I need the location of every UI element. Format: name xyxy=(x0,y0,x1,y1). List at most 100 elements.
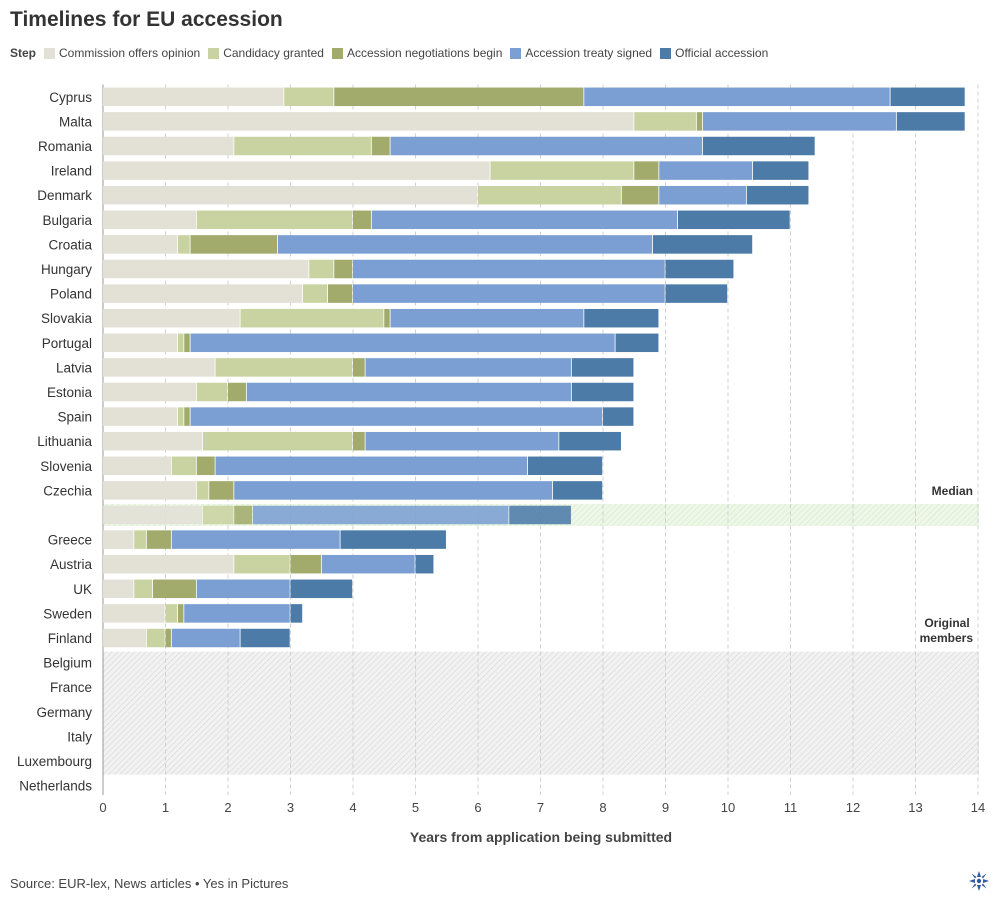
bar-cyprus-candidacy-granted xyxy=(284,87,334,107)
category-label-luxembourg: Luxembourg xyxy=(17,754,92,769)
category-label-latvia: Latvia xyxy=(56,360,93,375)
chart-title: Timelines for EU accession xyxy=(10,8,283,31)
bar-estonia-accession-treaty-signed xyxy=(246,382,571,402)
legend: Step Commission offers opinion Candidacy… xyxy=(10,46,776,60)
bar-estonia-commission-offers-opinion xyxy=(103,382,196,402)
x-tick-label: 6 xyxy=(474,800,481,815)
category-label-austria: Austria xyxy=(50,557,93,572)
bar-uk-commission-offers-opinion xyxy=(103,579,134,599)
x-tick-label: 8 xyxy=(599,800,606,815)
bar-croatia-commission-offers-opinion xyxy=(103,235,178,254)
bar-denmark-candidacy-granted xyxy=(478,185,621,205)
category-label-croatia: Croatia xyxy=(48,237,92,252)
bar-median-accession-negotiations-begin xyxy=(234,505,253,525)
bar-finland-commission-offers-opinion xyxy=(103,628,146,648)
bar-lithuania-official-accession xyxy=(559,431,621,451)
bar-chart: Cyprus Malta Romania Ireland Denmark Bulgaria… xyxy=(17,84,985,845)
legend-label: Candidacy granted xyxy=(223,46,324,60)
bar-cyprus-accession-negotiations-begin xyxy=(334,87,584,107)
bar-bulgaria-candidacy-granted xyxy=(196,210,353,230)
bar-hungary-official-accession xyxy=(665,259,734,279)
x-tick-label: 14 xyxy=(971,800,985,815)
bar-latvia-accession-negotiations-begin xyxy=(353,358,365,377)
legend-swatch xyxy=(208,47,220,59)
x-tick-label: 0 xyxy=(99,800,106,815)
bar-finland-accession-treaty-signed xyxy=(171,628,240,648)
bar-spain-official-accession xyxy=(603,407,634,426)
bar-poland-accession-negotiations-begin xyxy=(328,284,353,303)
legend-item-candidacy-granted: Candidacy granted xyxy=(208,46,324,60)
legend-label: Official accession xyxy=(675,46,769,60)
category-label-malta: Malta xyxy=(59,114,93,129)
bar-austria-accession-negotiations-begin xyxy=(290,554,321,574)
x-tick-label: 4 xyxy=(349,800,356,815)
bar-latvia-accession-treaty-signed xyxy=(365,358,571,377)
legend-item-commission-opinion: Commission offers opinion xyxy=(44,46,200,60)
bar-portugal-candidacy-granted xyxy=(178,333,184,353)
bar-slovenia-official-accession xyxy=(528,456,603,476)
x-tick-label: 12 xyxy=(846,800,860,815)
bar-poland-official-accession xyxy=(665,284,728,303)
category-label-lithuania: Lithuania xyxy=(37,434,92,449)
category-label-romania: Romania xyxy=(38,139,93,154)
bar-malta-official-accession xyxy=(896,112,965,131)
category-label-czechia: Czechia xyxy=(43,483,92,498)
category-label-estonia: Estonia xyxy=(47,385,93,400)
bar-finland-official-accession xyxy=(240,628,290,648)
bar-ireland-commission-offers-opinion xyxy=(103,161,490,180)
bar-lithuania-accession-treaty-signed xyxy=(365,431,559,451)
bar-poland-commission-offers-opinion xyxy=(103,284,303,303)
bar-malta-accession-treaty-signed xyxy=(703,112,896,131)
bar-croatia-accession-negotiations-begin xyxy=(190,235,278,254)
original-members-line-1: Original xyxy=(924,616,969,630)
bar-croatia-official-accession xyxy=(653,235,753,254)
bar-sweden-accession-treaty-signed xyxy=(184,604,290,623)
bar-malta-candidacy-granted xyxy=(634,112,696,131)
bar-median-official-accession xyxy=(509,505,571,525)
bar-greece-accession-negotiations-begin xyxy=(146,530,171,549)
bar-slovenia-accession-treaty-signed xyxy=(215,456,528,476)
bar-finland-accession-negotiations-begin xyxy=(165,628,171,648)
bar-denmark-accession-treaty-signed xyxy=(659,185,746,205)
x-tick-label: 11 xyxy=(784,800,798,815)
category-label-slovenia: Slovenia xyxy=(40,459,92,474)
legend-title: Step xyxy=(10,46,37,60)
bar-croatia-accession-treaty-signed xyxy=(278,235,653,254)
category-label-netherlands: Netherlands xyxy=(19,779,92,794)
bar-ireland-official-accession xyxy=(753,161,809,180)
bar-denmark-commission-offers-opinion xyxy=(103,185,478,205)
bar-spain-accession-negotiations-begin xyxy=(184,407,190,426)
bar-portugal-official-accession xyxy=(615,333,659,353)
bar-greece-candidacy-granted xyxy=(134,530,146,549)
bar-sweden-official-accession xyxy=(290,604,303,623)
x-tick-label: 2 xyxy=(224,800,231,815)
bar-hungary-candidacy-granted xyxy=(309,259,334,279)
bar-finland-candidacy-granted xyxy=(146,628,165,648)
bar-czechia-accession-treaty-signed xyxy=(234,481,553,500)
bar-slovenia-commission-offers-opinion xyxy=(103,456,171,476)
legend-swatch xyxy=(331,47,343,59)
bar-croatia-candidacy-granted xyxy=(178,235,190,254)
bar-slovakia-accession-negotiations-begin xyxy=(384,308,390,328)
category-label-cyprus: Cyprus xyxy=(49,90,92,105)
bar-sweden-commission-offers-opinion xyxy=(103,604,165,623)
bar-czechia-accession-negotiations-begin xyxy=(209,481,234,500)
bar-spain-accession-treaty-signed xyxy=(190,407,603,426)
bar-romania-candidacy-granted xyxy=(234,136,371,156)
bar-median-accession-treaty-signed xyxy=(253,505,509,525)
bar-latvia-commission-offers-opinion xyxy=(103,358,215,377)
bar-bulgaria-official-accession xyxy=(678,210,790,230)
bar-portugal-accession-treaty-signed xyxy=(190,333,615,353)
bar-sweden-accession-negotiations-begin xyxy=(178,604,184,623)
bar-bulgaria-commission-offers-opinion xyxy=(103,210,196,230)
bar-romania-commission-offers-opinion xyxy=(103,136,234,156)
x-axis-title: Years from application being submitted xyxy=(410,829,672,845)
median-annotation: Median xyxy=(932,484,973,498)
category-label-bulgaria: Bulgaria xyxy=(42,213,92,228)
bar-spain-commission-offers-opinion xyxy=(103,407,178,426)
x-tick-label: 9 xyxy=(662,800,669,815)
brand-logo-icon xyxy=(969,871,989,891)
bar-ireland-candidacy-granted xyxy=(490,161,634,180)
x-tick-label: 13 xyxy=(908,800,922,815)
legend-item-negotiations-begin: Accession negotiations begin xyxy=(331,46,502,60)
